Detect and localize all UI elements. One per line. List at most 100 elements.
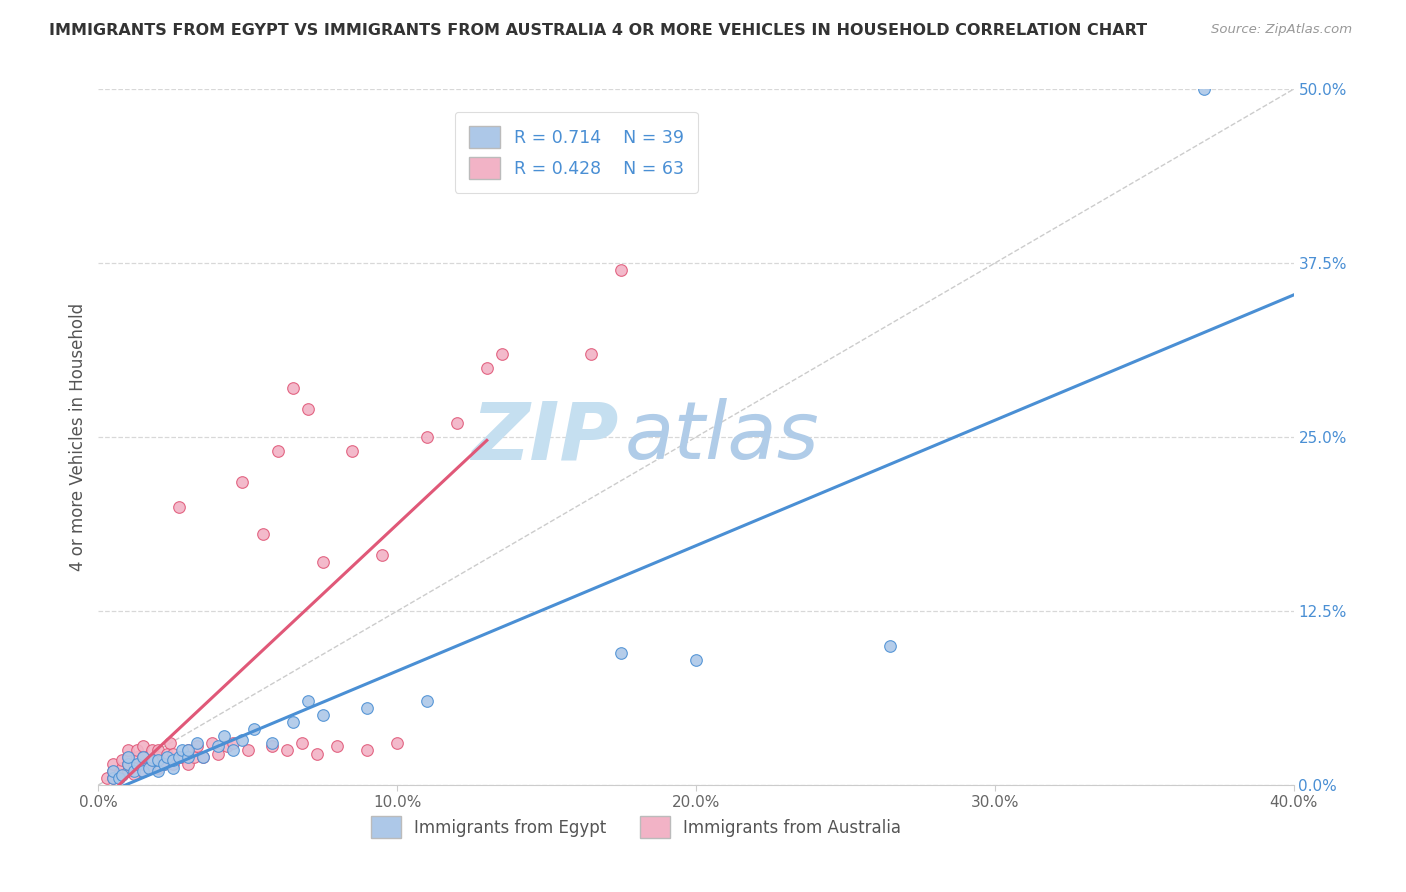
Point	[243, 723, 266, 737]
Point	[191, 750, 214, 764]
Point	[159, 736, 181, 750]
Point	[162, 753, 184, 767]
Point	[103, 757, 125, 772]
Point	[177, 743, 200, 757]
Point	[222, 736, 245, 750]
Point	[148, 753, 170, 767]
Point	[207, 739, 229, 753]
Point	[385, 736, 409, 750]
Point	[141, 753, 163, 767]
Point	[186, 739, 208, 753]
Point	[231, 733, 253, 747]
Point	[138, 761, 160, 775]
Point	[281, 715, 304, 730]
Point	[267, 444, 290, 458]
Point	[141, 753, 163, 767]
Point	[610, 263, 633, 277]
Text: IMMIGRANTS FROM EGYPT VS IMMIGRANTS FROM AUSTRALIA 4 OR MORE VEHICLES IN HOUSEHO: IMMIGRANTS FROM EGYPT VS IMMIGRANTS FROM…	[49, 23, 1147, 38]
Point	[215, 739, 238, 753]
Point	[416, 694, 439, 708]
Point	[108, 771, 131, 785]
Point	[186, 736, 208, 750]
Point	[183, 750, 205, 764]
Point	[260, 736, 283, 750]
Point	[103, 771, 125, 785]
Point	[201, 736, 224, 750]
Point	[311, 708, 333, 723]
Text: ZIP: ZIP	[471, 398, 619, 476]
Point	[96, 771, 118, 785]
Point	[132, 764, 155, 778]
Point	[222, 743, 245, 757]
Point	[141, 743, 163, 757]
Point	[127, 743, 149, 757]
Text: atlas: atlas	[624, 398, 820, 476]
Point	[108, 767, 131, 781]
Point	[162, 757, 184, 772]
Point	[162, 747, 184, 762]
Point	[371, 549, 394, 563]
Point	[311, 555, 333, 569]
Point	[132, 757, 155, 772]
Point	[117, 743, 139, 757]
Point	[342, 444, 364, 458]
Point	[124, 757, 146, 772]
Point	[291, 736, 314, 750]
Point	[117, 750, 139, 764]
Point	[103, 764, 125, 778]
Point	[879, 639, 901, 653]
Point	[132, 764, 155, 778]
Point	[153, 757, 176, 772]
Point	[297, 694, 319, 708]
Point	[416, 430, 439, 444]
Point	[148, 764, 170, 778]
Point	[103, 771, 125, 785]
Point	[103, 764, 125, 778]
Text: Source: ZipAtlas.com: Source: ZipAtlas.com	[1212, 23, 1353, 37]
Point	[356, 701, 378, 715]
Point	[446, 416, 468, 430]
Point	[281, 381, 304, 395]
Point	[148, 750, 170, 764]
Point	[260, 739, 283, 753]
Point	[124, 764, 146, 778]
Point	[117, 750, 139, 764]
Point	[326, 739, 349, 753]
Point	[132, 750, 155, 764]
Point	[581, 346, 603, 360]
Y-axis label: 4 or more Vehicles in Household: 4 or more Vehicles in Household	[69, 303, 87, 571]
Point	[167, 750, 190, 764]
Point	[132, 750, 155, 764]
Point	[231, 475, 253, 489]
Point	[111, 753, 134, 767]
Point	[177, 750, 200, 764]
Point	[132, 739, 155, 753]
Point	[127, 757, 149, 772]
Point	[167, 500, 190, 514]
Point	[117, 757, 139, 772]
Point	[212, 729, 235, 743]
Point	[491, 346, 513, 360]
Point	[124, 767, 146, 781]
Point	[117, 764, 139, 778]
Point	[305, 747, 328, 762]
Point	[610, 646, 633, 660]
Point	[236, 743, 259, 757]
Point	[111, 761, 134, 775]
Point	[207, 747, 229, 762]
Point	[138, 761, 160, 775]
Point	[172, 743, 194, 757]
Point	[172, 750, 194, 764]
Point	[475, 360, 498, 375]
Point	[1192, 82, 1215, 96]
Point	[117, 757, 139, 772]
Point	[153, 757, 176, 772]
Point	[127, 750, 149, 764]
Point	[162, 761, 184, 775]
Point	[177, 757, 200, 772]
Point	[148, 743, 170, 757]
Point	[685, 653, 707, 667]
Legend: Immigrants from Egypt, Immigrants from Australia: Immigrants from Egypt, Immigrants from A…	[363, 808, 910, 847]
Point	[191, 750, 214, 764]
Point	[148, 761, 170, 775]
